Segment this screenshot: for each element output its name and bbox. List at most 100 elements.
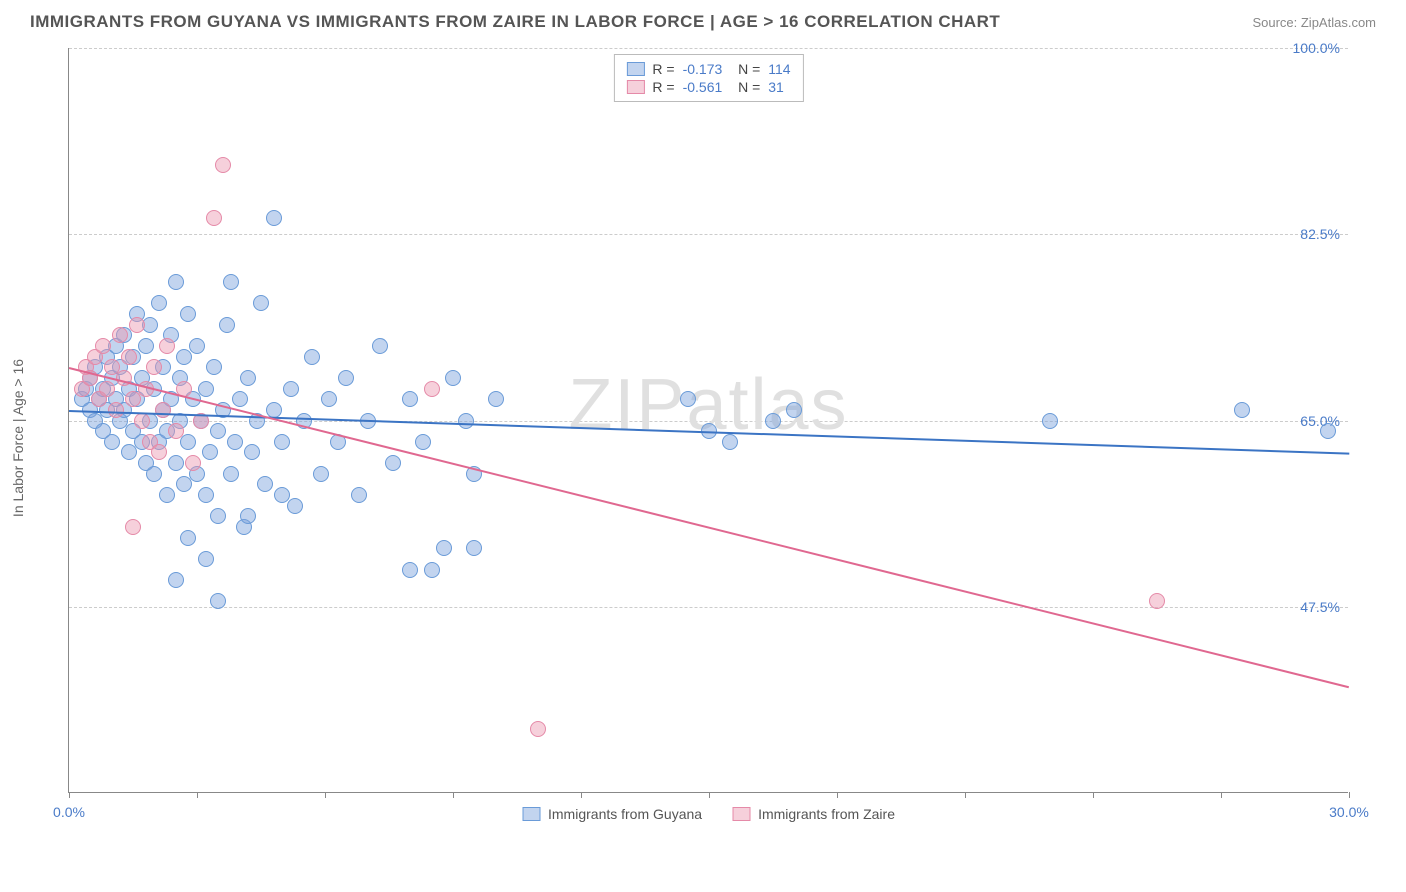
legend-item-zaire: Immigrants from Zaire (732, 806, 895, 822)
data-point (313, 466, 329, 482)
data-point (129, 317, 145, 333)
data-point (146, 359, 162, 375)
chart-header: IMMIGRANTS FROM GUYANA VS IMMIGRANTS FRO… (0, 0, 1406, 40)
legend-swatch-zaire (626, 80, 644, 94)
data-point (95, 338, 111, 354)
data-point (210, 423, 226, 439)
data-point (1149, 593, 1165, 609)
x-tick (197, 792, 198, 798)
data-point (180, 306, 196, 322)
legend-swatch-guyana (626, 62, 644, 76)
data-point (488, 391, 504, 407)
data-point (210, 508, 226, 524)
x-tick (453, 792, 454, 798)
legend-row-zaire: R = -0.561 N = 31 (626, 79, 790, 95)
data-point (198, 551, 214, 567)
data-point (227, 434, 243, 450)
y-tick-label: 82.5% (1300, 226, 1340, 242)
data-point (180, 530, 196, 546)
x-tick (1093, 792, 1094, 798)
data-point (458, 413, 474, 429)
data-point (206, 210, 222, 226)
data-point (202, 444, 218, 460)
data-point (415, 434, 431, 450)
data-point (530, 721, 546, 737)
data-point (424, 381, 440, 397)
x-tick (325, 792, 326, 798)
data-point (445, 370, 461, 386)
data-point (159, 338, 175, 354)
legend-row-guyana: R = -0.173 N = 114 (626, 61, 790, 77)
data-point (125, 519, 141, 535)
data-point (424, 562, 440, 578)
y-axis-label: In Labor Force | Age > 16 (10, 359, 26, 517)
data-point (786, 402, 802, 418)
data-point (351, 487, 367, 503)
data-point (219, 317, 235, 333)
data-point (274, 487, 290, 503)
data-point (274, 434, 290, 450)
data-point (168, 423, 184, 439)
data-point (402, 562, 418, 578)
data-point (206, 359, 222, 375)
correlation-scatter-chart: In Labor Force | Age > 16 ZIPatlas R = -… (48, 48, 1348, 828)
legend-swatch-icon (522, 807, 540, 821)
data-point (134, 413, 150, 429)
data-point (180, 434, 196, 450)
data-point (436, 540, 452, 556)
x-tick (1349, 792, 1350, 798)
legend-item-guyana: Immigrants from Guyana (522, 806, 702, 822)
data-point (266, 210, 282, 226)
data-point (215, 157, 231, 173)
data-point (198, 487, 214, 503)
data-point (283, 381, 299, 397)
gridline (69, 48, 1348, 49)
x-tick (1221, 792, 1222, 798)
data-point (104, 434, 120, 450)
data-point (321, 391, 337, 407)
data-point (198, 381, 214, 397)
data-point (402, 391, 418, 407)
data-point (151, 444, 167, 460)
data-point (185, 455, 201, 471)
x-tick (965, 792, 966, 798)
data-point (223, 274, 239, 290)
data-point (223, 466, 239, 482)
series-legend: Immigrants from Guyana Immigrants from Z… (522, 806, 895, 822)
x-tick (709, 792, 710, 798)
data-point (257, 476, 273, 492)
data-point (1042, 413, 1058, 429)
data-point (155, 402, 171, 418)
data-point (151, 295, 167, 311)
data-point (121, 349, 137, 365)
data-point (108, 402, 124, 418)
data-point (287, 498, 303, 514)
data-point (232, 391, 248, 407)
data-point (253, 295, 269, 311)
data-point (240, 370, 256, 386)
data-point (146, 466, 162, 482)
x-tick-label: 30.0% (1329, 804, 1369, 820)
data-point (112, 327, 128, 343)
data-point (466, 540, 482, 556)
data-point (168, 455, 184, 471)
data-point (1320, 423, 1336, 439)
chart-title: IMMIGRANTS FROM GUYANA VS IMMIGRANTS FRO… (30, 12, 1000, 32)
data-point (680, 391, 696, 407)
data-point (765, 413, 781, 429)
data-point (99, 381, 115, 397)
data-point (138, 338, 154, 354)
data-point (304, 349, 320, 365)
source-attribution: Source: ZipAtlas.com (1252, 15, 1376, 30)
data-point (168, 572, 184, 588)
y-tick-label: 100.0% (1293, 40, 1340, 56)
data-point (338, 370, 354, 386)
data-point (159, 487, 175, 503)
data-point (372, 338, 388, 354)
x-tick-label: 0.0% (53, 804, 85, 820)
data-point (240, 508, 256, 524)
data-point (722, 434, 738, 450)
data-point (266, 402, 282, 418)
data-point (1234, 402, 1250, 418)
x-tick (69, 792, 70, 798)
